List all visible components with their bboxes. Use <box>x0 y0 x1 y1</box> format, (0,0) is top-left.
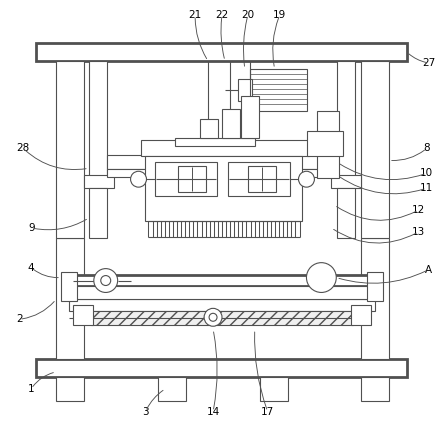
Bar <box>337 61 355 178</box>
Bar <box>56 61 84 238</box>
Bar <box>260 377 288 401</box>
Text: 19: 19 <box>273 10 286 20</box>
Bar <box>317 111 339 178</box>
Text: 13: 13 <box>412 227 425 237</box>
Text: 1: 1 <box>28 384 35 394</box>
Bar <box>91 312 353 325</box>
Bar <box>311 271 331 285</box>
Bar <box>351 305 371 325</box>
Circle shape <box>299 171 315 187</box>
Bar <box>89 188 107 238</box>
Text: 27: 27 <box>422 58 435 68</box>
Text: 8: 8 <box>424 144 430 153</box>
Bar <box>337 188 355 238</box>
Circle shape <box>101 276 111 285</box>
Bar <box>36 43 407 61</box>
Bar <box>69 299 375 312</box>
Text: 2: 2 <box>16 314 23 324</box>
Bar <box>155 163 217 196</box>
Bar <box>175 139 255 147</box>
Bar <box>89 61 107 178</box>
Text: 4: 4 <box>28 263 35 273</box>
Text: 3: 3 <box>142 407 149 417</box>
Bar <box>307 131 343 156</box>
Bar <box>73 305 93 325</box>
Text: 9: 9 <box>28 223 35 233</box>
Text: 17: 17 <box>261 407 274 417</box>
Text: 20: 20 <box>241 10 254 20</box>
Bar <box>361 238 389 359</box>
Bar <box>159 377 186 401</box>
Bar <box>73 274 371 287</box>
Bar <box>361 61 389 238</box>
Text: 28: 28 <box>17 144 30 153</box>
Bar <box>84 175 114 188</box>
Circle shape <box>307 263 336 293</box>
Bar <box>178 166 206 192</box>
Bar <box>200 119 218 139</box>
Bar <box>56 238 84 359</box>
Text: 14: 14 <box>206 407 220 417</box>
Bar <box>56 377 84 401</box>
Bar <box>140 141 310 156</box>
Circle shape <box>131 171 147 187</box>
Circle shape <box>209 313 217 321</box>
Text: 11: 11 <box>420 183 433 193</box>
Bar <box>36 359 407 377</box>
Circle shape <box>204 308 222 326</box>
Bar <box>73 287 371 299</box>
Bar <box>145 156 303 221</box>
Text: A: A <box>425 265 432 274</box>
Bar <box>367 272 383 301</box>
Bar <box>241 96 259 139</box>
Bar <box>222 109 240 139</box>
Bar <box>228 163 290 196</box>
Bar <box>248 166 276 192</box>
Bar <box>107 155 337 169</box>
Bar <box>250 69 307 111</box>
Bar <box>361 377 389 401</box>
Circle shape <box>94 269 118 293</box>
Text: 21: 21 <box>189 10 202 20</box>
Text: 12: 12 <box>412 205 425 215</box>
Bar <box>238 79 252 101</box>
Bar <box>61 272 77 301</box>
Bar <box>331 175 361 188</box>
Text: 10: 10 <box>420 168 433 178</box>
Text: 22: 22 <box>215 10 229 20</box>
Bar <box>107 169 337 177</box>
